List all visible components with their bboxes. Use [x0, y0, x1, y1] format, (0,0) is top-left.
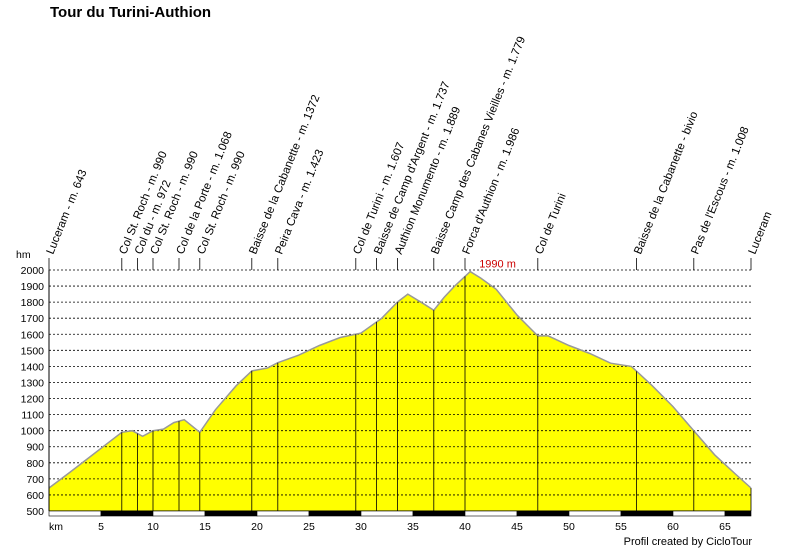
x-axis-segment: [308, 510, 362, 517]
x-axis-segment: [464, 510, 518, 517]
x-tick-label: 15: [199, 521, 211, 533]
x-axis-segment: [48, 510, 102, 517]
x-tick-label: 40: [459, 521, 471, 533]
y-tick-label: 1300: [21, 377, 45, 389]
x-axis-segment: [100, 510, 154, 517]
y-tick-label: 900: [26, 442, 44, 454]
x-tick-label: 25: [303, 521, 315, 533]
y-tick-label: 1900: [21, 281, 45, 293]
x-tick-label: 65: [719, 521, 731, 533]
x-tick-label: 50: [563, 521, 575, 533]
y-tick-label: 500: [26, 506, 44, 518]
waypoint-label: Forca d'Authion - m. 1.986: [461, 126, 523, 256]
y-axis-unit: hm: [16, 249, 31, 261]
y-tick-label: 1800: [21, 297, 45, 309]
x-axis-segment: [204, 510, 258, 517]
x-axis-segment: [360, 510, 414, 517]
x-tick-label: 5: [98, 521, 104, 533]
x-tick-label: 20: [251, 521, 263, 533]
y-tick-label: 700: [26, 474, 44, 486]
y-tick-label: 1500: [21, 345, 45, 357]
y-tick-label: 2000: [21, 265, 45, 277]
waypoint-label: Luceram - m. 643: [45, 168, 90, 256]
x-tick-label: 55: [615, 521, 627, 533]
y-tick-label: 1200: [21, 394, 45, 406]
waypoint-label: Peira Cava - m. 1.423: [273, 148, 326, 256]
x-tick-label: 10: [147, 521, 159, 533]
x-axis-segment: [724, 510, 752, 517]
x-tick-label: 35: [407, 521, 419, 533]
elevation-line: [48, 270, 752, 489]
credit-text: Profil created by CicloTour: [623, 536, 752, 548]
chart-title: Tour du Turini-Authion: [50, 4, 212, 21]
waypoint-label: Luceram: [747, 210, 775, 256]
y-tick-label: 1000: [21, 426, 45, 438]
y-tick-label: 1700: [21, 313, 45, 325]
peak-label: 1990 m: [479, 259, 516, 271]
waypoint-label: Pas de l'Escous - m. 1.008: [689, 125, 751, 256]
y-tick-label: 600: [26, 490, 44, 502]
x-axis-segment: [516, 510, 570, 517]
x-axis-segment: [620, 510, 674, 517]
waypoint-label: Col de Turini: [533, 192, 568, 256]
x-axis-segment: [412, 510, 466, 517]
x-axis-segment: [152, 510, 206, 517]
x-tick-label: 45: [511, 521, 523, 533]
x-axis-unit: km: [49, 521, 63, 533]
elevation-area: [49, 271, 751, 511]
y-tick-label: 1100: [21, 410, 44, 422]
x-tick-label: 30: [355, 521, 367, 533]
x-axis-segment: [672, 510, 726, 517]
x-tick-label: 60: [667, 521, 679, 533]
waypoint-label: Baisse de la Cabanette - bivio: [632, 110, 700, 256]
y-tick-label: 1400: [21, 361, 45, 373]
x-axis-segment: [256, 510, 310, 517]
y-tick-label: 1600: [21, 329, 45, 341]
y-tick-label: 800: [26, 458, 44, 470]
x-axis-segment: [568, 510, 622, 517]
